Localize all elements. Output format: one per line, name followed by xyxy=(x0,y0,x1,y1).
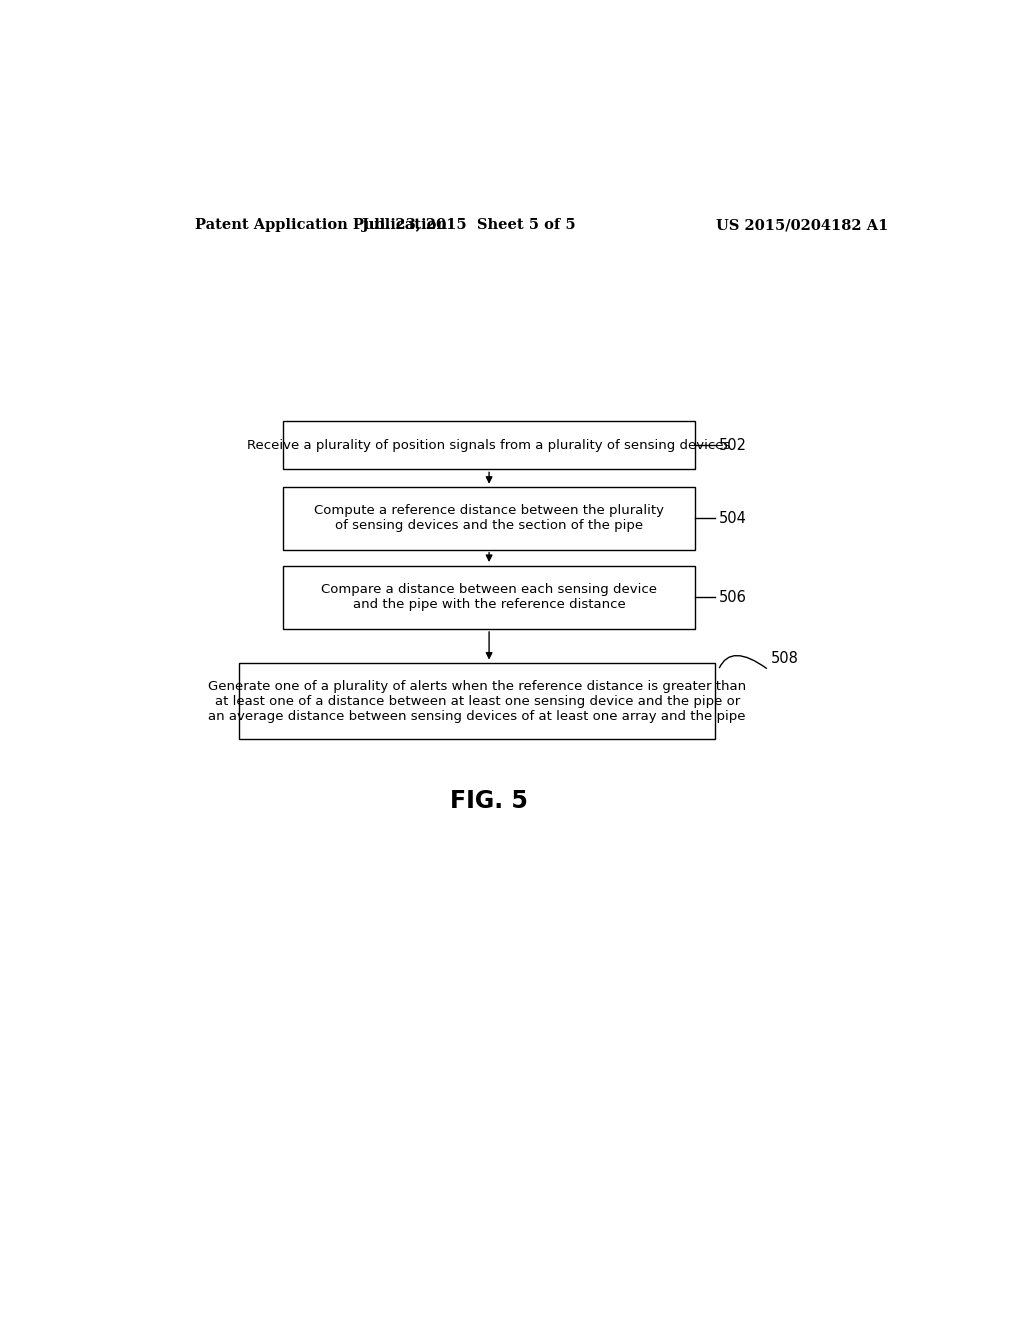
Text: 502: 502 xyxy=(719,437,748,453)
Bar xyxy=(283,487,695,549)
Text: FIG. 5: FIG. 5 xyxy=(451,789,528,813)
Bar xyxy=(283,566,695,630)
Text: Receive a plurality of position signals from a plurality of sensing devices: Receive a plurality of position signals … xyxy=(248,438,731,451)
Text: 506: 506 xyxy=(719,590,748,605)
Text: Jul. 23, 2015  Sheet 5 of 5: Jul. 23, 2015 Sheet 5 of 5 xyxy=(362,219,577,232)
Text: Compare a distance between each sensing device
and the pipe with the reference d: Compare a distance between each sensing … xyxy=(322,583,657,611)
Bar xyxy=(283,421,695,470)
Text: 508: 508 xyxy=(771,651,799,667)
Bar xyxy=(240,663,715,739)
Text: 504: 504 xyxy=(719,511,748,525)
Text: Generate one of a plurality of alerts when the reference distance is greater tha: Generate one of a plurality of alerts wh… xyxy=(208,680,746,722)
Text: Compute a reference distance between the plurality
of sensing devices and the se: Compute a reference distance between the… xyxy=(314,504,665,532)
Text: Patent Application Publication: Patent Application Publication xyxy=(196,219,447,232)
Text: US 2015/0204182 A1: US 2015/0204182 A1 xyxy=(717,219,889,232)
